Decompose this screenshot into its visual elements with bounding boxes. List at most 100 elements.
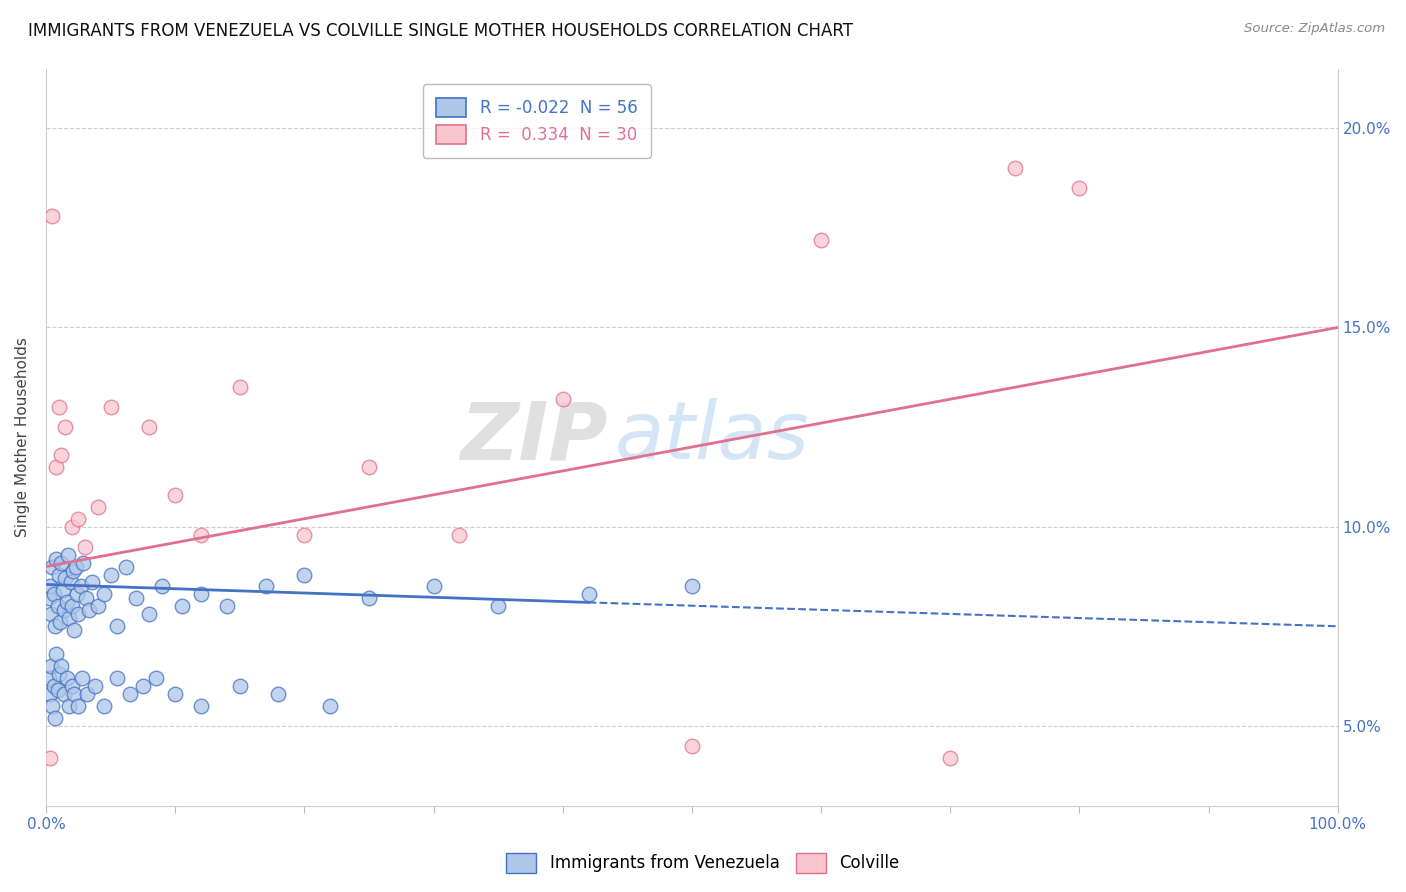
Point [486,599,509,614]
Point [53,572,76,586]
Point [125,591,148,606]
Point [190,698,212,713]
Point [60,519,83,533]
Point [55,671,77,685]
Point [56,548,79,562]
Point [150,579,173,593]
Point [72,556,94,570]
Point [105,619,128,633]
Point [93,587,115,601]
Point [551,392,574,407]
Point [215,599,238,614]
Point [229,679,252,693]
Text: Source: ZipAtlas.com: Source: ZipAtlas.com [1244,22,1385,36]
Point [63,687,86,701]
Point [86,599,108,614]
Point [93,698,115,713]
Point [86,500,108,514]
Point [41,209,63,223]
Point [51,448,73,462]
Point [165,488,187,502]
Point [82,575,104,590]
Point [41,559,63,574]
Point [100,400,122,414]
Point [357,591,380,606]
Point [53,603,76,617]
Point [75,591,97,606]
Point [39,659,62,673]
Point [48,667,70,681]
Point [52,583,75,598]
Point [63,624,86,638]
Point [46,599,69,614]
Point [1069,181,1091,195]
Point [42,587,65,601]
Point [45,551,67,566]
Legend: Immigrants from Venezuela, Colville: Immigrants from Venezuela, Colville [499,847,907,880]
Point [449,527,471,541]
Point [267,687,290,701]
Point [46,683,69,698]
Point [67,698,90,713]
Point [118,687,141,701]
Point [65,559,87,574]
Point [190,527,212,541]
Point [70,671,93,685]
Point [165,687,187,701]
Point [132,679,155,693]
Point [60,599,83,614]
Point [422,579,444,593]
Point [254,579,277,593]
Point [67,512,90,526]
Point [138,420,160,434]
Point [58,698,80,713]
Point [42,679,65,693]
Point [319,698,342,713]
Point [66,587,89,601]
Point [84,679,107,693]
Point [55,595,77,609]
Point [38,671,60,685]
Point [138,607,160,622]
Text: atlas: atlas [614,398,808,476]
Point [62,564,84,578]
Point [45,647,67,661]
Point [681,739,703,753]
Point [44,711,66,725]
Point [38,591,60,606]
Point [60,679,83,693]
Point [115,559,138,574]
Point [292,567,315,582]
Point [105,671,128,685]
Point [58,611,80,625]
Point [48,400,70,414]
Point [39,607,62,622]
Point [38,687,60,701]
Point [1004,161,1026,175]
Point [53,687,76,701]
Point [100,567,122,582]
Point [939,751,962,765]
Text: IMMIGRANTS FROM VENEZUELA VS COLVILLE SINGLE MOTHER HOUSEHOLDS CORRELATION CHART: IMMIGRANTS FROM VENEZUELA VS COLVILLE SI… [28,22,853,40]
Point [681,579,703,593]
Point [190,587,212,601]
Point [357,459,380,474]
Point [38,579,60,593]
Point [49,615,72,630]
Point [73,540,96,554]
Point [45,459,67,474]
Point [229,380,252,394]
Point [51,659,73,673]
Point [145,671,167,685]
Point [810,233,832,247]
Point [41,698,63,713]
Point [292,527,315,541]
Point [48,567,70,582]
Point [67,607,90,622]
Point [59,575,82,590]
Point [77,603,100,617]
Legend: R = -0.022  N = 56, R =  0.334  N = 30: R = -0.022 N = 56, R = 0.334 N = 30 [423,84,651,158]
Y-axis label: Single Mother Households: Single Mother Households [15,337,30,537]
Point [53,420,76,434]
Point [76,687,98,701]
